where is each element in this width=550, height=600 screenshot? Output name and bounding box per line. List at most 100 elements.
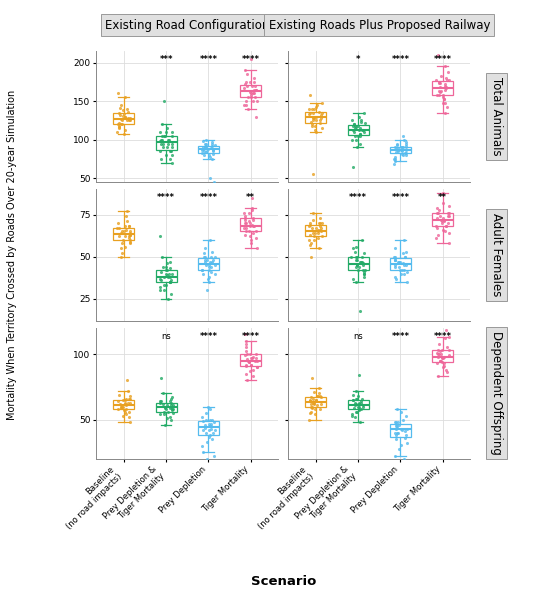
Point [208, 415, 217, 424]
Point [202, 146, 211, 156]
Point [166, 154, 174, 164]
Point [309, 108, 317, 118]
Point [203, 274, 212, 283]
PathPatch shape [432, 213, 453, 226]
Point [250, 85, 258, 94]
Point [209, 418, 218, 427]
Point [240, 215, 249, 224]
Point [310, 399, 318, 409]
Point [201, 143, 210, 152]
Point [308, 119, 317, 129]
Point [161, 420, 170, 430]
Point [436, 212, 444, 221]
Point [162, 262, 171, 272]
Point [248, 352, 257, 361]
Point [208, 139, 217, 148]
Point [205, 151, 213, 160]
Point [242, 336, 251, 346]
Point [354, 398, 363, 407]
Point [247, 81, 256, 91]
PathPatch shape [198, 146, 219, 152]
Point [209, 178, 218, 187]
Point [117, 114, 125, 124]
Point [438, 346, 447, 355]
Point [125, 113, 134, 123]
Point [398, 265, 406, 275]
Point [316, 223, 325, 233]
Point [160, 97, 168, 106]
Point [168, 404, 177, 414]
Point [160, 280, 169, 290]
Point [435, 90, 444, 100]
Point [160, 272, 169, 281]
Point [168, 151, 177, 160]
Point [356, 418, 365, 427]
Point [432, 233, 441, 243]
Point [359, 259, 368, 268]
Point [163, 139, 172, 148]
Point [401, 141, 410, 151]
Point [402, 140, 410, 149]
Point [316, 118, 324, 128]
Point [349, 395, 358, 405]
Point [398, 131, 407, 140]
Point [159, 262, 168, 272]
Point [392, 147, 400, 157]
Point [438, 98, 447, 107]
Point [349, 162, 358, 172]
Point [305, 221, 314, 231]
Point [203, 286, 212, 295]
Point [434, 50, 443, 59]
Point [163, 143, 172, 152]
Point [314, 225, 323, 235]
Point [241, 343, 250, 352]
Point [441, 82, 450, 92]
Point [247, 54, 256, 64]
Point [244, 92, 252, 102]
Point [199, 416, 208, 426]
Point [202, 135, 211, 145]
Point [197, 148, 206, 158]
Point [400, 265, 409, 275]
Point [206, 421, 215, 431]
Point [350, 121, 359, 131]
Point [208, 145, 217, 155]
Point [307, 121, 316, 131]
Point [121, 112, 130, 121]
Point [310, 104, 318, 113]
Point [349, 125, 358, 135]
Point [356, 404, 365, 414]
Point [394, 319, 403, 329]
Point [434, 86, 443, 96]
Point [402, 148, 410, 158]
Point [317, 227, 326, 236]
Point [197, 265, 206, 275]
Point [168, 408, 177, 418]
Point [164, 269, 173, 278]
Point [202, 141, 211, 151]
Point [163, 413, 172, 423]
Point [251, 85, 260, 94]
Point [350, 403, 359, 413]
Point [317, 218, 326, 228]
Point [445, 229, 454, 238]
Point [441, 227, 449, 236]
Point [240, 212, 249, 221]
Point [122, 394, 131, 403]
Point [307, 403, 316, 413]
Point [113, 119, 122, 129]
Point [167, 400, 175, 410]
Point [118, 248, 127, 258]
Point [433, 90, 442, 100]
Point [117, 244, 125, 253]
Point [119, 227, 128, 236]
Point [352, 386, 361, 395]
Point [352, 143, 361, 152]
Point [310, 121, 319, 131]
Point [432, 223, 441, 233]
Point [125, 412, 134, 422]
Point [116, 103, 124, 113]
Point [126, 394, 135, 403]
Point [436, 347, 445, 356]
Point [444, 346, 453, 355]
